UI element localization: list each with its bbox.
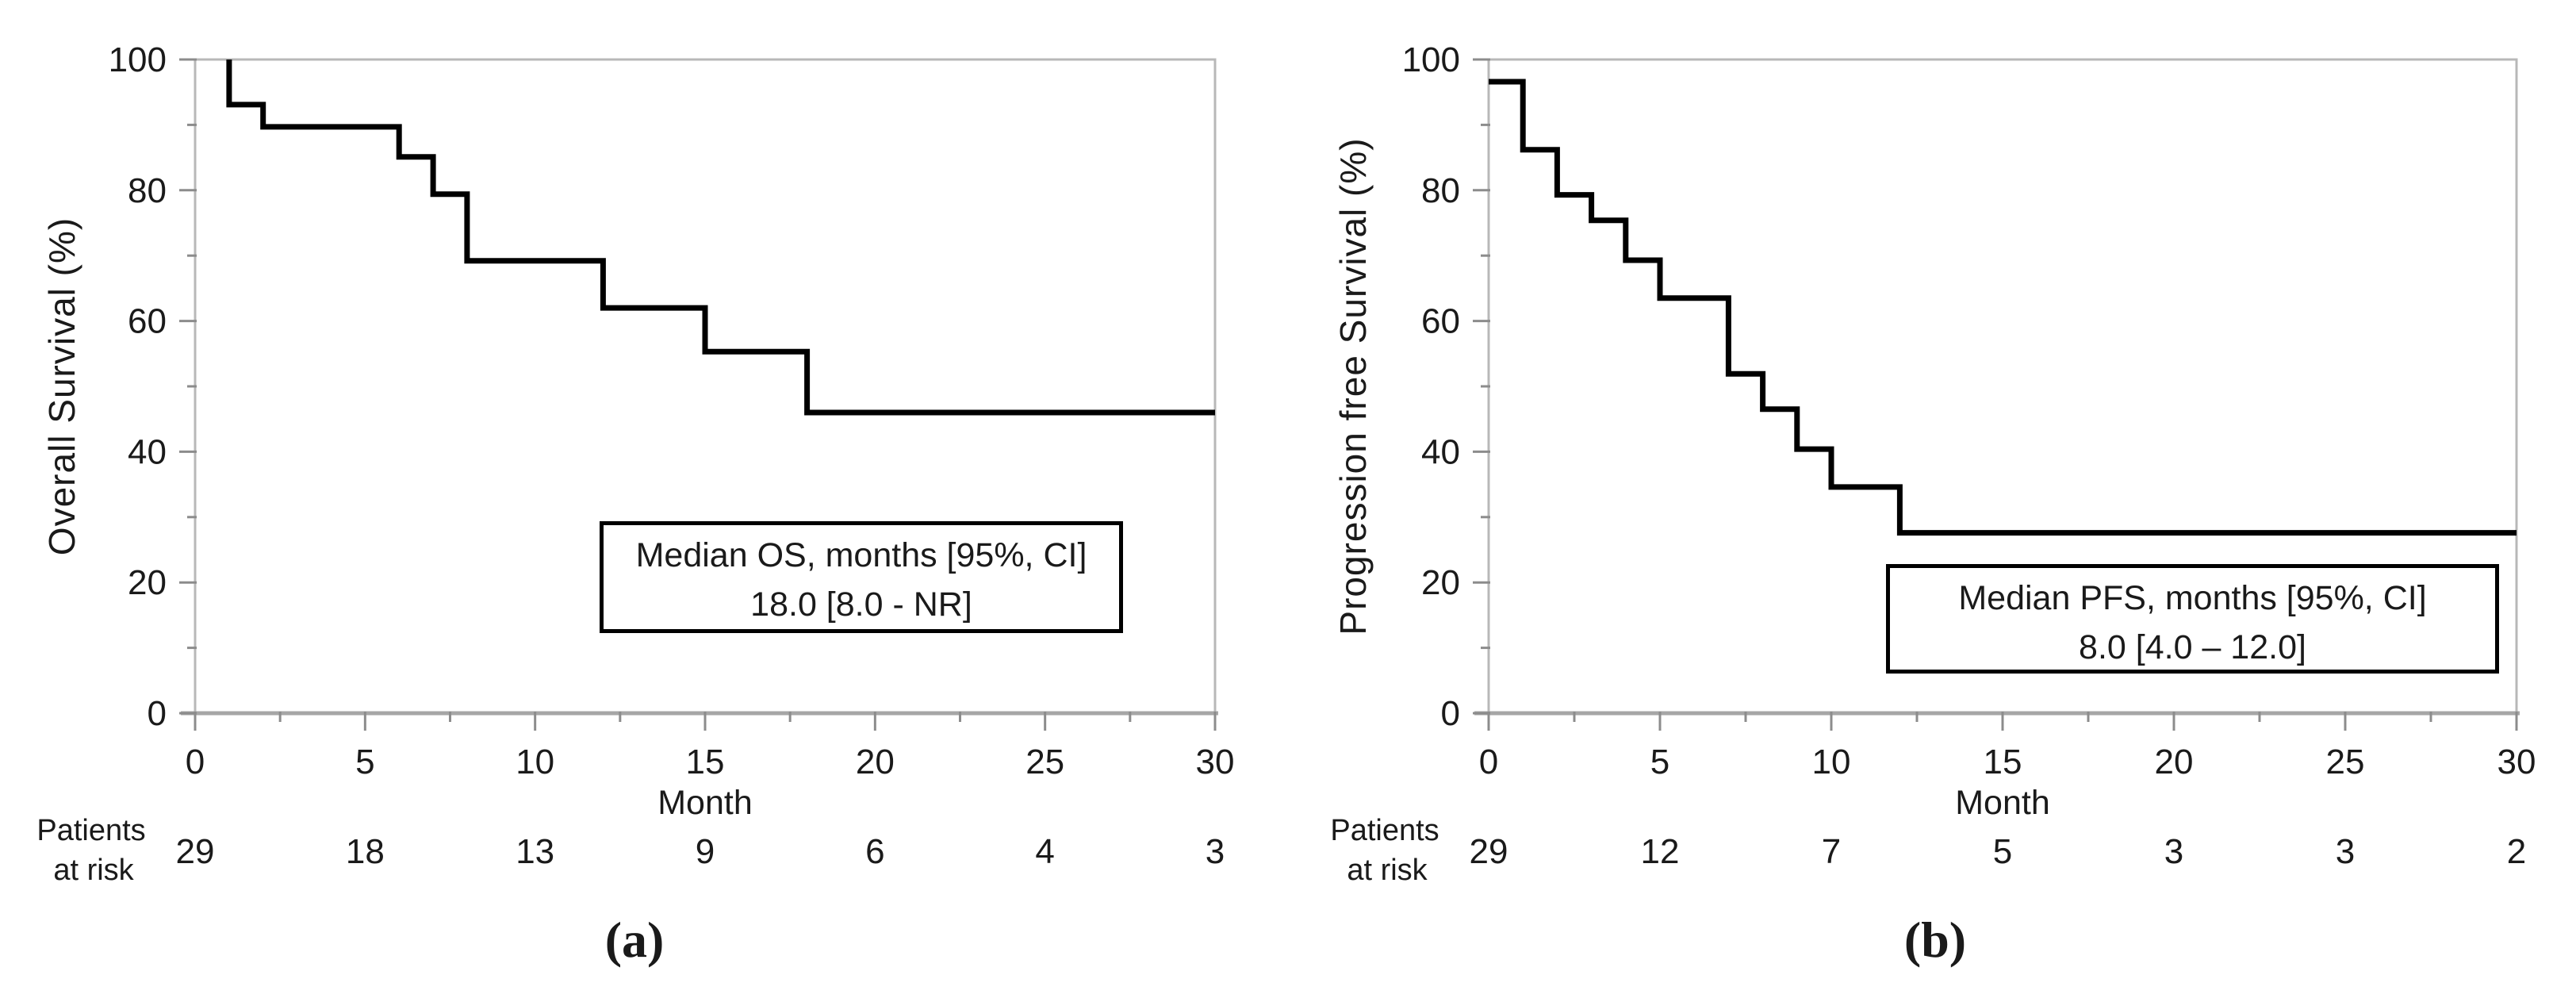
at-risk-count-b: 12: [1641, 832, 1680, 871]
patients-at-risk-label-b: Patients: [1330, 814, 1439, 847]
progression-free-survival-km-curve: [1489, 79, 2517, 536]
at-risk-count-a: 9: [696, 832, 715, 871]
median-pfs-annotation-box: Median PFS, months [95%, CI] 8.0 [4.0 – …: [1886, 564, 2499, 674]
at-risk-count-a: 18: [346, 832, 385, 871]
x-tick-label-b: 10: [1812, 743, 1851, 781]
at-risk-count-b: 3: [2164, 832, 2183, 871]
y-tick-label-b: 40: [1421, 432, 1460, 471]
overall-survival-km-curve: [226, 59, 1215, 416]
patients-at-risk-label2-b: at risk: [1347, 854, 1428, 887]
at-risk-count-a: 6: [865, 832, 884, 871]
y-axis-title-progression-free-survival: Progression free Survival (%): [1332, 137, 1374, 635]
y-tick-label-b: 20: [1421, 563, 1460, 602]
y-tick-label-b: 100: [1402, 40, 1460, 79]
at-risk-count-a: 4: [1035, 832, 1054, 871]
y-axis-title-overall-survival: Overall Survival (%): [41, 217, 82, 556]
median-pfs-annotation-line2: 8.0 [4.0 – 12.0]: [2079, 628, 2306, 666]
x-tick-label-b: 20: [2155, 743, 2194, 781]
x-tick-label-a: 0: [186, 743, 205, 781]
y-tick-label-b: 60: [1421, 302, 1460, 341]
at-risk-count-b: 5: [1993, 832, 2012, 871]
panel-label-a: (a): [604, 912, 665, 968]
at-risk-count-b: 7: [1822, 832, 1841, 871]
y-tick-label-b: 0: [1441, 694, 1460, 733]
y-tick-label-a: 0: [148, 694, 167, 733]
panel-label-b: (b): [1903, 912, 1967, 968]
at-risk-count-a: 13: [516, 832, 554, 871]
x-axis-title-month-b: Month: [1955, 784, 2050, 822]
x-tick-label-a: 20: [856, 743, 895, 781]
y-tick-label-a: 60: [128, 302, 167, 341]
median-os-annotation-line2: 18.0 [8.0 - NR]: [750, 585, 972, 624]
x-tick-label-a: 15: [686, 743, 725, 781]
x-tick-label-b: 30: [2497, 743, 2536, 781]
at-risk-count-a: 29: [176, 832, 215, 871]
x-tick-label-a: 25: [1025, 743, 1064, 781]
at-risk-count-b: 2: [2507, 832, 2526, 871]
x-tick-label-a: 10: [516, 743, 554, 781]
x-tick-label-b: 15: [1984, 743, 2022, 781]
at-risk-count-a: 3: [1206, 832, 1225, 871]
patients-at-risk-label-a: Patients: [36, 814, 146, 847]
median-os-annotation-line1: Median OS, months [95%, CI]: [635, 536, 1087, 574]
at-risk-count-b: 3: [2336, 832, 2355, 871]
median-pfs-annotation-line1: Median PFS, months [95%, CI]: [1958, 579, 2427, 617]
x-tick-label-b: 25: [2326, 743, 2365, 781]
x-axis-title-month-a: Month: [657, 784, 753, 822]
x-tick-label-a: 5: [355, 743, 374, 781]
patients-at-risk-label2-a: at risk: [53, 854, 134, 887]
y-tick-label-a: 20: [128, 563, 167, 602]
y-tick-label-a: 80: [128, 171, 167, 210]
x-tick-label-b: 0: [1479, 743, 1498, 781]
median-os-annotation-box: Median OS, months [95%, CI] 18.0 [8.0 - …: [600, 521, 1123, 633]
y-tick-label-b: 80: [1421, 171, 1460, 210]
x-tick-label-a: 30: [1196, 743, 1235, 781]
at-risk-count-b: 29: [1470, 832, 1508, 871]
y-tick-label-a: 40: [128, 432, 167, 471]
x-tick-label-b: 5: [1650, 743, 1669, 781]
y-tick-label-a: 100: [109, 40, 167, 79]
